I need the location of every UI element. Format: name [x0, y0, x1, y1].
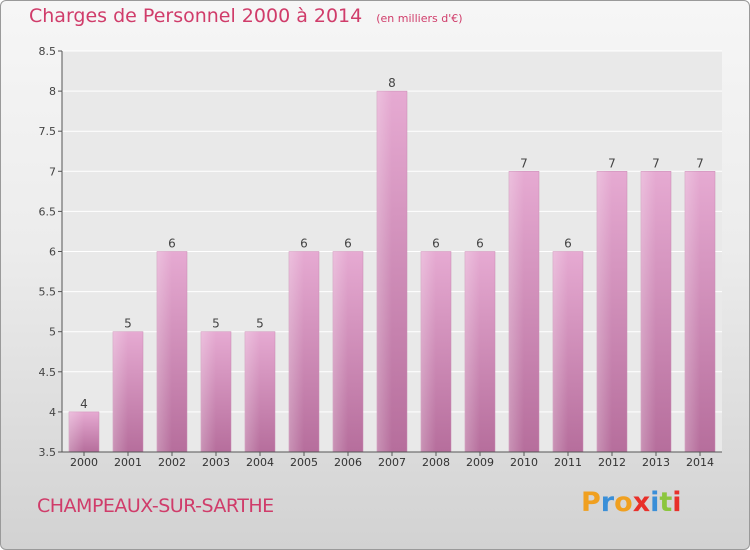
y-tick-label: 7.5: [39, 125, 57, 138]
y-tick-label: 4.5: [39, 366, 57, 379]
bar-highlight: [685, 171, 700, 453]
commune-name: CHAMPEAUX-SUR-SARTHE: [37, 495, 274, 517]
data-label: 5: [256, 317, 264, 331]
data-label: 7: [520, 156, 528, 170]
logo-letter: r: [600, 487, 615, 518]
y-tick-label: 3.5: [39, 446, 57, 459]
x-tick-label: 2009: [466, 456, 494, 469]
data-label: 6: [168, 237, 176, 251]
title-text: Charges de Personnel 2000 à 2014: [29, 5, 363, 27]
x-tick-label: 2013: [642, 456, 670, 469]
data-label: 6: [432, 237, 440, 251]
x-tick-label: 2001: [114, 456, 142, 469]
data-label: 6: [564, 237, 572, 251]
data-label: 6: [300, 237, 308, 251]
y-tick-label: 5: [49, 326, 56, 339]
logo-letter: i: [672, 487, 682, 518]
x-tick-label: 2014: [686, 456, 714, 469]
y-tick-label: 6.5: [39, 205, 57, 218]
x-tick-label: 2006: [334, 456, 362, 469]
data-label: 5: [124, 317, 132, 331]
bar-highlight: [333, 251, 348, 452]
axes: [58, 50, 722, 456]
proxiti-logo: Proxiti: [581, 487, 682, 518]
y-tick-label: 4: [49, 406, 56, 419]
x-tick-label: 2011: [554, 456, 582, 469]
bar-highlight: [641, 171, 656, 453]
chart-subtitle: (en milliers d'€): [376, 12, 463, 25]
x-tick-label: 2002: [158, 456, 186, 469]
labels: 3.5 4 4.5 5 5.5 6 6.5 7 7.5 8 8.5 4 2000 5 2001 6 2002 5 2…: [39, 45, 715, 469]
bar-highlight: [597, 171, 612, 453]
bar-highlight: [113, 331, 128, 452]
x-tick-label: 2007: [378, 456, 406, 469]
x-tick-label: 2003: [202, 456, 230, 469]
x-tick-label: 2012: [598, 456, 626, 469]
bar-highlight: [421, 251, 436, 452]
bar-highlight: [553, 251, 568, 452]
data-label: 7: [608, 156, 616, 170]
x-tick-label: 2005: [290, 456, 318, 469]
data-label: 8: [388, 76, 396, 90]
data-label: 7: [696, 156, 704, 170]
x-tick-label: 2004: [246, 456, 274, 469]
y-tick-label: 7: [49, 165, 56, 178]
y-tick-label: 6: [49, 246, 56, 259]
logo-letter: P: [581, 487, 601, 518]
bar-highlight: [465, 251, 480, 452]
chart-title: Charges de Personnel 2000 à 2014 (en mill…: [29, 5, 463, 27]
data-label: 5: [212, 317, 220, 331]
bar-highlight: [201, 331, 216, 452]
data-label: 6: [344, 237, 352, 251]
bar-highlight: [377, 91, 392, 452]
data-label: 4: [80, 397, 88, 411]
logo-letter: i: [650, 487, 660, 518]
bar-highlight: [289, 251, 304, 452]
bar-highlight: [245, 331, 260, 452]
bar-highlight: [509, 171, 524, 453]
x-tick-label: 2008: [422, 456, 450, 469]
x-tick-label: 2010: [510, 456, 538, 469]
logo-letter: t: [659, 487, 673, 518]
data-label: 6: [476, 237, 484, 251]
x-tick-label: 2000: [70, 456, 98, 469]
y-tick-label: 5.5: [39, 286, 57, 299]
y-tick-label: 8.5: [39, 45, 57, 58]
y-tick-label: 8: [49, 85, 56, 98]
logo-letter: x: [632, 487, 651, 518]
bars: [68, 90, 716, 453]
data-label: 7: [652, 156, 660, 170]
logo-letter: o: [614, 487, 633, 518]
bar-highlight: [69, 411, 84, 452]
bar-highlight: [157, 251, 172, 452]
